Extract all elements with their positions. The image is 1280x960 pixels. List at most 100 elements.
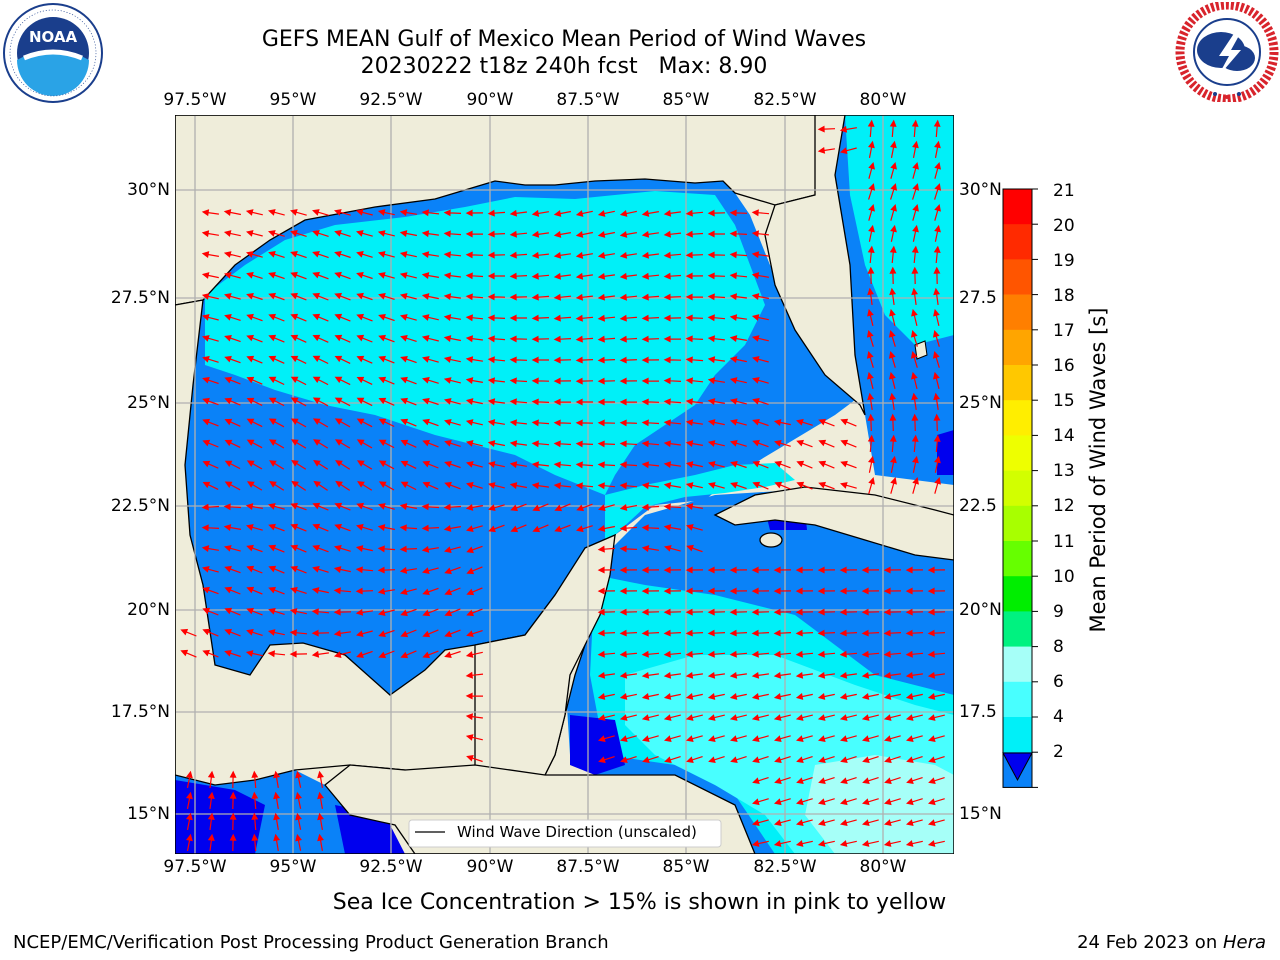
wind-wave-arrow — [246, 230, 263, 237]
wind-wave-arrow — [290, 586, 307, 594]
wind-wave-arrow — [663, 251, 682, 259]
wind-wave-arrow — [465, 651, 483, 658]
wind-wave-arrow — [817, 587, 836, 595]
wind-wave-arrow — [251, 812, 259, 831]
wind-wave-arrow — [840, 418, 857, 427]
wind-wave-arrow — [818, 418, 835, 427]
wind-wave-arrow — [911, 266, 919, 285]
wind-wave-arrow — [487, 230, 506, 238]
wind-wave-arrow — [509, 335, 528, 343]
footer-credit: NCEP/EMC/Verification Post Processing Pr… — [13, 932, 609, 953]
wind-wave-arrow — [553, 377, 572, 385]
wind-wave-arrow — [839, 650, 858, 658]
wind-wave-arrow — [399, 251, 417, 258]
colorbar-cell — [1003, 329, 1032, 366]
wind-wave-arrow — [223, 503, 242, 511]
wind-wave-arrow — [905, 650, 924, 658]
wind-wave-arrow — [223, 230, 241, 237]
wind-wave-arrow — [730, 439, 747, 447]
wind-wave-arrow — [751, 840, 769, 847]
wind-wave-arrow — [487, 398, 505, 406]
wind-wave-arrow — [356, 313, 373, 322]
wind-wave-arrow — [333, 566, 351, 573]
wind-wave-arrow — [269, 480, 285, 491]
wind-wave-arrow — [356, 397, 373, 407]
lon-tick-bottom: 80°W — [859, 857, 907, 877]
wind-wave-arrow — [752, 460, 769, 469]
wind-wave-arrow — [774, 439, 791, 447]
wind-wave-arrow — [207, 770, 215, 788]
wind-wave-arrow — [465, 734, 483, 741]
noaa-logo: NOAA — [3, 3, 103, 103]
wind-wave-arrow — [707, 230, 725, 238]
wind-wave-arrow — [290, 439, 307, 449]
wind-wave-arrow — [866, 351, 874, 368]
wind-wave-arrow — [443, 335, 462, 342]
wind-wave-arrow — [752, 756, 769, 764]
wind-wave-arrow — [641, 314, 660, 322]
wind-wave-arrow — [421, 503, 440, 511]
wind-wave-arrow — [597, 377, 616, 385]
wind-wave-arrow — [202, 314, 219, 321]
wind-wave-arrow — [465, 230, 484, 238]
wind-wave-arrow — [290, 355, 307, 364]
wind-wave-arrow — [202, 566, 219, 573]
wind-wave-arrow — [883, 819, 901, 826]
wind-wave-arrow — [817, 819, 835, 826]
wind-wave-arrow — [400, 439, 417, 448]
wind-wave-arrow — [509, 419, 527, 427]
wind-wave-arrow — [729, 230, 748, 238]
wind-wave-arrow — [466, 566, 483, 575]
footer-host: Hera — [1222, 932, 1266, 953]
wind-wave-arrow — [465, 377, 484, 384]
wind-wave-arrow — [290, 502, 307, 511]
wind-wave-arrow — [889, 392, 897, 410]
wind-wave-arrow — [312, 418, 329, 428]
wind-wave-arrow — [928, 756, 945, 764]
wind-wave-arrow — [399, 566, 417, 574]
wind-wave-arrow — [619, 650, 638, 658]
wind-wave-arrow — [575, 272, 593, 280]
wind-wave-arrow — [911, 245, 919, 264]
lon-tick-bottom: 87.5°W — [556, 857, 620, 877]
wind-wave-arrow — [487, 209, 506, 217]
wind-wave-arrow — [818, 460, 835, 469]
wind-wave-arrow — [356, 502, 373, 511]
wind-wave-arrow — [817, 671, 835, 679]
wind-wave-arrow — [553, 251, 571, 259]
wind-wave-arrow — [889, 308, 896, 326]
wind-wave-arrow — [729, 566, 748, 574]
wind-wave-arrow — [202, 355, 219, 363]
wind-wave-arrow — [531, 440, 550, 448]
wind-wave-arrow — [311, 650, 329, 658]
colorbar-cell — [1003, 224, 1032, 260]
wind-wave-arrow — [641, 671, 659, 679]
wind-wave-arrow — [224, 628, 241, 637]
wind-wave-arrow — [334, 397, 351, 407]
wind-wave-arrow — [867, 266, 875, 285]
wind-wave-arrow — [598, 756, 615, 764]
wind-wave-arrow — [773, 650, 792, 658]
wind-wave-arrow — [333, 608, 352, 616]
wind-wave-arrow — [911, 119, 919, 138]
wind-wave-arrow — [663, 293, 682, 301]
colorbar-cell — [1003, 189, 1032, 225]
wind-wave-arrow — [575, 461, 594, 469]
wind-wave-arrow — [663, 693, 681, 700]
wind-wave-arrow — [911, 434, 919, 453]
wind-wave-arrow — [707, 608, 726, 616]
wind-wave-arrow — [378, 460, 395, 470]
wind-wave-arrow — [597, 231, 616, 238]
wind-wave-arrow — [884, 777, 901, 785]
wind-wave-arrow — [839, 819, 857, 826]
wind-wave-arrow — [444, 419, 461, 426]
wind-wave-arrow — [839, 629, 858, 637]
wind-wave-arrow — [685, 503, 704, 510]
colorbar-cell — [1003, 435, 1032, 471]
wind-wave-arrow — [224, 355, 241, 364]
wind-wave-arrow — [752, 439, 769, 448]
wind-wave-arrow — [333, 629, 351, 637]
wind-wave-arrow — [201, 230, 219, 238]
wind-wave-arrow — [840, 439, 857, 448]
wind-wave-arrow — [597, 482, 616, 490]
